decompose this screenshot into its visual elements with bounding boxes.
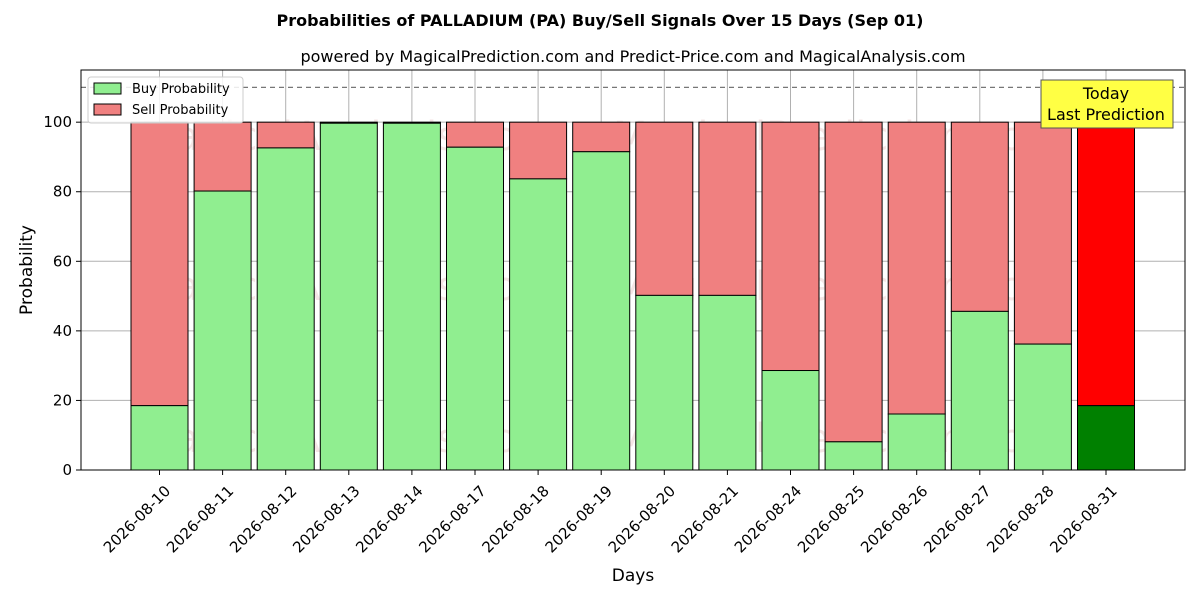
legend-box: [87, 76, 244, 124]
plot-area: MagicalAnalysis.comMagicalPrediction.com…: [43, 69, 1186, 556]
bar-sell: [193, 121, 252, 192]
bar-sell: [446, 121, 504, 148]
bar-buy: [572, 151, 631, 471]
legend-swatch: [93, 103, 122, 116]
bar-buy: [824, 441, 883, 471]
chart-title: Probabilities of PALLADIUM (PA) Buy/Sell…: [277, 11, 924, 30]
x-tick-label: 2026-08-20: [605, 482, 679, 556]
legend-label: Sell Probability: [132, 103, 229, 118]
bar-buy: [761, 370, 820, 471]
plot-frame: [80, 69, 1186, 471]
x-tick-label: 2026-08-17: [415, 482, 489, 556]
y-tick-label: 0: [62, 461, 72, 479]
x-tick-label: 2026-08-21: [668, 482, 742, 556]
bar-buy: [509, 178, 568, 471]
bar-buy: [193, 190, 252, 471]
y-axis-label: Probability: [17, 225, 37, 315]
bar-buy: [1013, 343, 1072, 471]
y-tick-label: 60: [53, 252, 72, 270]
bar-sell: [635, 121, 694, 296]
annotation: Today Last Prediction: [1040, 79, 1174, 129]
bar-sell: [509, 121, 568, 180]
bar-sell: [761, 121, 820, 372]
bar-buy: [698, 294, 757, 471]
bar-buy: [635, 294, 694, 471]
bar-sell: [887, 121, 946, 415]
y-tick-label: 100: [43, 113, 72, 131]
x-tick-label: 2026-08-13: [289, 482, 363, 556]
bar-buy: [1077, 405, 1135, 471]
x-axis-label: Days: [612, 566, 655, 586]
legend: Buy Probability Sell Probability: [87, 76, 244, 124]
bar-sell: [698, 121, 757, 296]
x-tick-label: 2026-08-19: [542, 482, 616, 556]
bar-sell: [130, 121, 189, 407]
x-tick-label: 2026-08-11: [163, 482, 237, 556]
bar-sell: [824, 121, 883, 443]
annotation-text: Today: [1082, 84, 1129, 103]
x-tick-label: 2026-08-12: [226, 482, 300, 556]
legend-label: Buy Probability: [132, 82, 230, 97]
bar-buy: [382, 122, 441, 471]
x-tick-label: 2026-08-31: [1046, 482, 1120, 556]
annotation-text: Last Prediction: [1047, 105, 1165, 124]
bar-sell: [1077, 121, 1135, 407]
y-tick-label: 80: [53, 183, 72, 201]
x-tick-label: 2026-08-14: [352, 482, 426, 556]
x-tick-label: 2026-08-18: [478, 482, 552, 556]
bar-buy: [319, 122, 378, 471]
bar-sell: [572, 121, 631, 153]
bar-sell: [1013, 121, 1072, 345]
bar-buy: [887, 413, 946, 471]
y-tick-label: 40: [53, 322, 72, 340]
bar-sell: [256, 121, 315, 149]
bar-sell: [950, 121, 1009, 312]
x-tick-label: 2026-08-24: [731, 482, 805, 556]
bar-buy: [950, 310, 1009, 471]
x-tick-label: 2026-08-10: [100, 482, 174, 556]
x-tick-label: 2026-08-25: [794, 482, 868, 556]
x-tick-label: 2026-08-26: [857, 482, 931, 556]
y-tick-label: 20: [53, 391, 72, 409]
bar-buy: [130, 405, 189, 471]
annotation-box: [1040, 79, 1174, 129]
x-tick-label: 2026-08-27: [920, 482, 994, 556]
chart-subtitle: powered by MagicalPrediction.com and Pre…: [300, 47, 965, 66]
legend-swatch: [93, 82, 122, 95]
bar-buy: [446, 146, 504, 471]
bar-buy: [256, 147, 315, 471]
x-tick-label: 2026-08-28: [983, 482, 1057, 556]
